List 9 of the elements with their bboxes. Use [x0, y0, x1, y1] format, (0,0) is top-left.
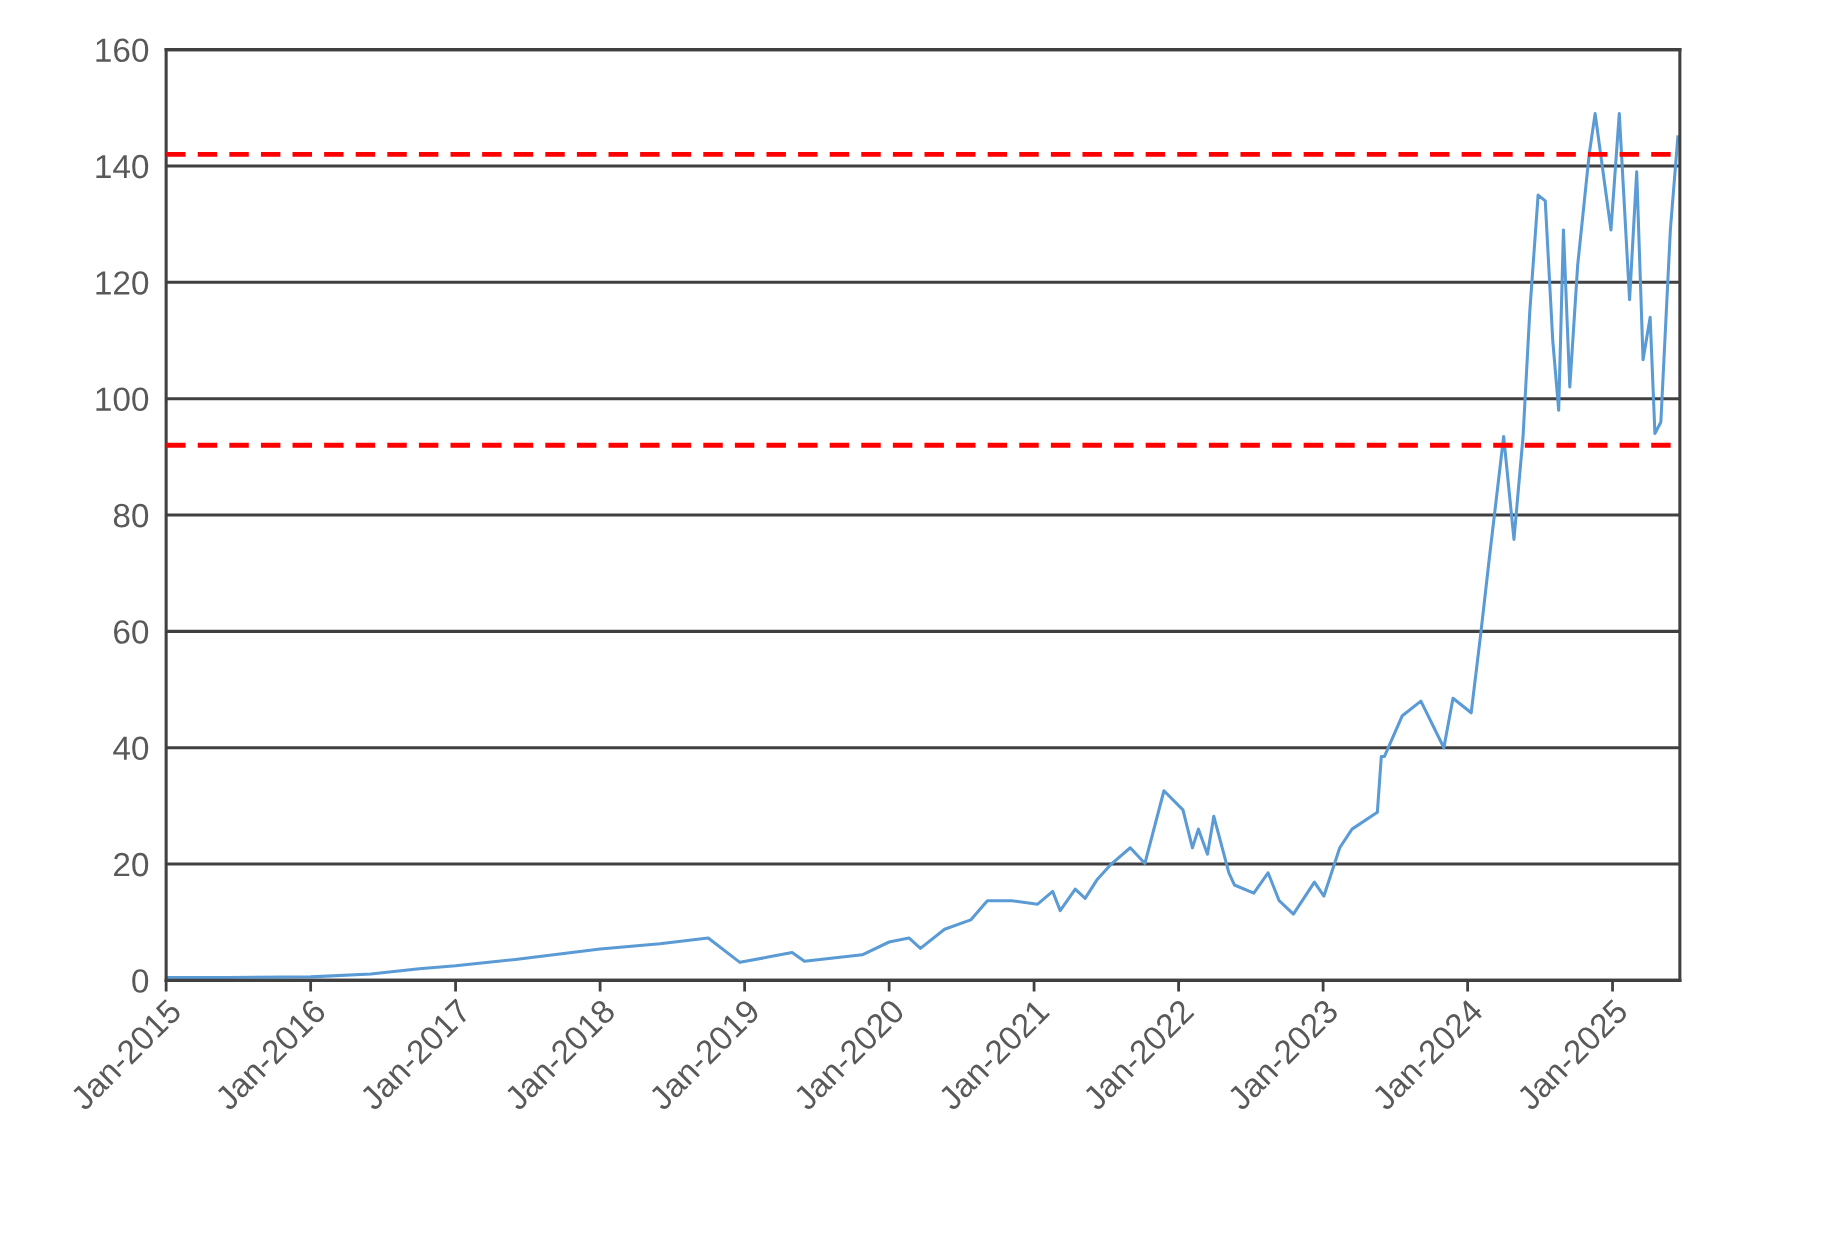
y-tick-label: 60	[114, 620, 149, 644]
y-tick-label: 100	[96, 387, 149, 412]
y-tick-label: 80	[113, 503, 149, 528]
y-tick-label: 120	[96, 271, 149, 295]
y-tick-label: 40	[113, 736, 149, 761]
y-tick-label: 140	[96, 154, 149, 179]
y-tick-label: 160	[96, 38, 149, 63]
y-tick-label: 20	[114, 852, 149, 877]
y-tick-label: 0	[132, 969, 149, 993]
